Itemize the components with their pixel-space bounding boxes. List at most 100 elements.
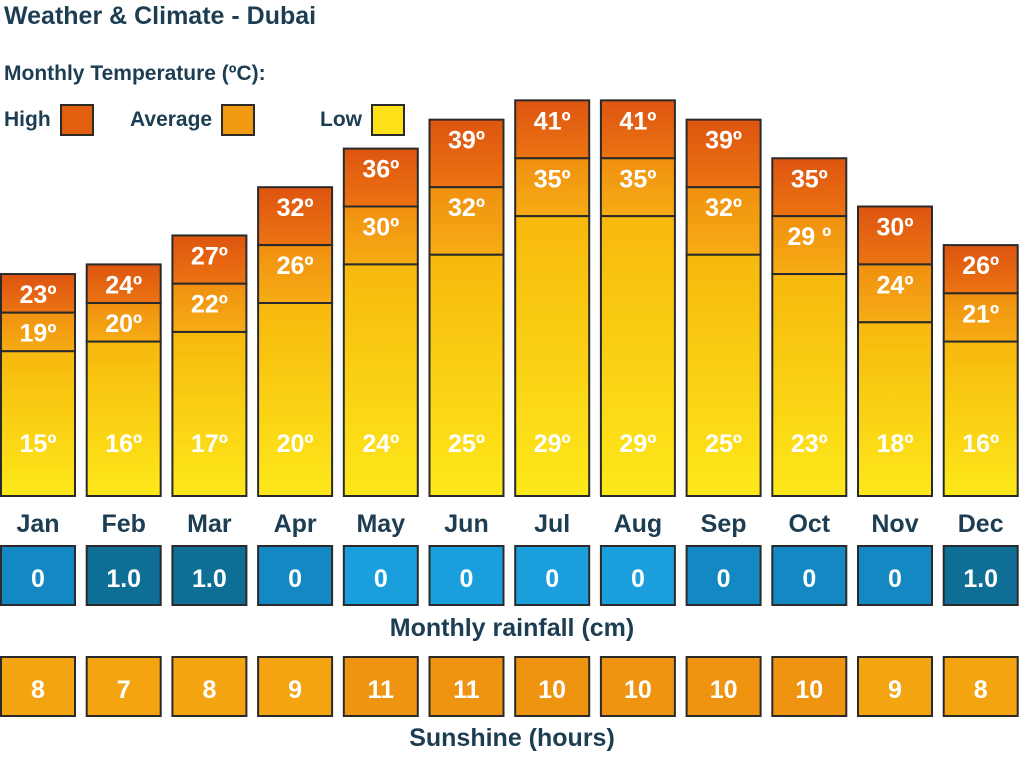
rainfall-value-jan: 0 bbox=[31, 565, 45, 593]
legend-label-low: Low bbox=[320, 108, 362, 131]
label-low-aug: 29º bbox=[619, 430, 656, 458]
label-high-apr: 32º bbox=[277, 194, 314, 222]
bar-high-jul bbox=[514, 99, 591, 160]
label-high-oct: 35º bbox=[791, 165, 828, 193]
label-high-jun: 39º bbox=[448, 127, 485, 155]
sunshine-box-feb bbox=[85, 656, 162, 717]
legend-item-average: Average bbox=[130, 104, 256, 136]
label-average-dec: 21º bbox=[962, 300, 999, 328]
sunshine-box-oct bbox=[771, 656, 848, 717]
rainfall-box-jul bbox=[514, 545, 591, 606]
month-label-may: May bbox=[356, 510, 405, 538]
bar-high-may bbox=[342, 147, 419, 208]
rainfall-box-mar bbox=[171, 545, 248, 606]
bar-low-jul bbox=[514, 215, 591, 497]
rainfall-box-feb bbox=[85, 545, 162, 606]
label-low-mar: 17º bbox=[191, 430, 228, 458]
rainfall-value-may: 0 bbox=[374, 565, 388, 593]
bar-average-sep bbox=[685, 186, 762, 256]
label-high-may: 36º bbox=[362, 156, 399, 184]
sunshine-value-jul: 10 bbox=[538, 676, 566, 704]
bar-average-dec bbox=[942, 292, 1019, 343]
sunshine-value-jun: 11 bbox=[453, 676, 480, 704]
label-average-oct: 29 º bbox=[787, 223, 831, 251]
bar-high-sep bbox=[685, 118, 762, 189]
bar-high-dec bbox=[942, 244, 1019, 295]
rainfall-value-nov: 0 bbox=[888, 565, 902, 593]
sunshine-row: 8 7 8 9 11 11 10 10 10 10 9 8 bbox=[0, 656, 1019, 717]
rainfall-box-oct bbox=[771, 545, 848, 606]
legend-swatch-average bbox=[221, 104, 256, 136]
rainfall-value-oct: 0 bbox=[802, 565, 816, 593]
legend-swatch-high bbox=[59, 104, 94, 136]
bar-low-jun bbox=[428, 253, 505, 497]
rainfall-box-may bbox=[342, 545, 419, 606]
rainfall-value-aug: 0 bbox=[631, 565, 645, 593]
label-high-jan: 23º bbox=[20, 281, 57, 309]
rainfall-label: Monthly rainfall (cm) bbox=[389, 614, 635, 642]
rainfall-value-jul: 0 bbox=[545, 565, 559, 593]
sunshine-box-may bbox=[342, 656, 419, 717]
bar-average-oct bbox=[771, 215, 848, 276]
rainfall-value-dec: 1.0 bbox=[963, 565, 998, 593]
bar-average-feb bbox=[85, 302, 162, 343]
label-average-jun: 32º bbox=[448, 194, 485, 222]
bar-low-dec bbox=[942, 340, 1019, 497]
sunshine-value-apr: 9 bbox=[288, 676, 302, 704]
bar-high-jan bbox=[0, 273, 76, 314]
sunshine-box-nov bbox=[857, 656, 933, 717]
label-average-apr: 26º bbox=[277, 252, 314, 280]
sunshine-box-jul bbox=[514, 656, 591, 717]
label-low-dec: 16º bbox=[962, 430, 999, 458]
label-low-jul: 29º bbox=[534, 430, 571, 458]
bar-high-feb bbox=[85, 263, 162, 304]
bar-low-mar bbox=[171, 330, 248, 498]
temperature-heading: Monthly Temperature (ºC): bbox=[4, 62, 266, 85]
bar-high-nov bbox=[857, 205, 933, 266]
month-labels: Jan Feb Mar Apr May Jun Jul Aug Sep Oct Nov Dec bbox=[16, 510, 1003, 538]
bar-average-apr bbox=[257, 244, 334, 305]
sunshine-box-aug bbox=[599, 656, 676, 717]
sunshine-value-mar: 8 bbox=[202, 676, 216, 704]
rainfall-box-aug bbox=[599, 545, 676, 606]
sunshine-value-aug: 10 bbox=[624, 676, 652, 704]
month-label-feb: Feb bbox=[101, 510, 145, 538]
rainfall-box-sep bbox=[685, 545, 762, 606]
month-label-jan: Jan bbox=[16, 510, 59, 538]
sunshine-value-oct: 10 bbox=[795, 676, 823, 704]
rainfall-value-mar: 1.0 bbox=[192, 565, 227, 593]
month-label-dec: Dec bbox=[958, 510, 1004, 538]
sunshine-box-dec bbox=[942, 656, 1019, 717]
legend-item-high: High bbox=[4, 104, 94, 136]
month-label-apr: Apr bbox=[274, 510, 317, 538]
sunshine-value-jan: 8 bbox=[31, 676, 45, 704]
label-average-mar: 22º bbox=[191, 291, 228, 319]
bar-low-oct bbox=[771, 273, 848, 497]
rainfall-row: 0 1.0 1.0 0 0 0 0 0 0 0 0 1.0 bbox=[0, 545, 1019, 606]
rainfall-box-jun bbox=[428, 545, 505, 606]
label-high-aug: 41º bbox=[619, 107, 656, 135]
legend-swatch-low bbox=[371, 104, 405, 136]
rainfall-box-nov bbox=[857, 545, 933, 606]
bar-high-mar bbox=[171, 234, 248, 285]
label-average-feb: 20º bbox=[105, 310, 142, 338]
bar-average-may bbox=[342, 205, 419, 266]
bar-low-apr bbox=[257, 302, 334, 497]
sunshine-box-jun bbox=[428, 656, 505, 717]
label-high-feb: 24º bbox=[105, 271, 142, 299]
bar-low-jan bbox=[0, 350, 76, 497]
month-label-sep: Sep bbox=[701, 510, 747, 538]
label-high-dec: 26º bbox=[962, 252, 999, 280]
legend-label-average: Average bbox=[130, 108, 213, 131]
label-high-jul: 41º bbox=[534, 107, 571, 135]
rainfall-value-feb: 1.0 bbox=[106, 565, 141, 593]
label-low-oct: 23º bbox=[791, 430, 828, 458]
sunshine-value-may: 11 bbox=[368, 676, 395, 704]
label-high-nov: 30º bbox=[877, 214, 914, 242]
sunshine-value-dec: 8 bbox=[974, 676, 988, 704]
bar-average-nov bbox=[857, 263, 933, 324]
label-average-jul: 35º bbox=[534, 165, 571, 193]
temperature-bars: 23º 19º 15º 24º 20º 16º 27º 22º 17º 32º 26º 20º 36º 3… bbox=[0, 99, 1019, 498]
month-label-nov: Nov bbox=[871, 510, 918, 538]
